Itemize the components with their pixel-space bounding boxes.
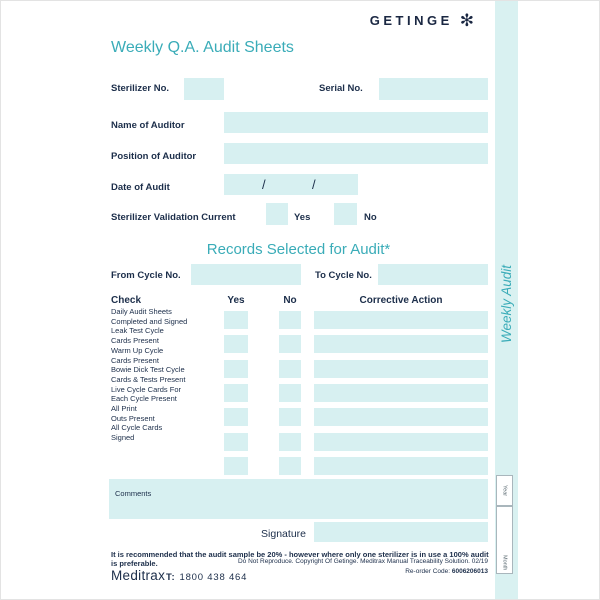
checklist-item-label: All Cycle Cards Signed	[111, 423, 163, 443]
checklist-row	[1, 360, 599, 378]
checklist-row	[1, 384, 599, 402]
yes-checkbox[interactable]	[224, 457, 248, 475]
checklist-row	[1, 457, 599, 475]
validation-yes-label: Yes	[294, 212, 311, 223]
corrective-action-input[interactable]	[314, 360, 488, 378]
sterilizer-validation-label: Sterilizer Validation Current	[111, 212, 236, 223]
no-checkbox[interactable]	[279, 335, 301, 353]
corrective-action-input[interactable]	[314, 408, 488, 426]
no-checkbox[interactable]	[279, 408, 301, 426]
meditrax-logo-text: Meditrax	[111, 568, 166, 583]
checklist-item-label: Leak Test Cycle Cards Present	[111, 326, 164, 346]
checklist-item-label: Bowie Dick Test Cycle Cards & Tests Prese…	[111, 365, 186, 384]
corrective-action-column-header: Corrective Action	[359, 295, 443, 306]
corrective-action-input[interactable]	[314, 335, 488, 353]
to-cycle-label: To Cycle No.	[315, 270, 372, 281]
validation-no-checkbox[interactable]	[334, 203, 357, 225]
yes-column-header: Yes	[227, 295, 245, 306]
month-label: Month	[501, 554, 508, 570]
checklist-row	[1, 408, 599, 426]
phone-number: 1800 438 464	[179, 572, 248, 583]
validation-yes-checkbox[interactable]	[266, 203, 288, 225]
position-of-auditor-input[interactable]	[224, 143, 488, 164]
getinge-logo-text: GETINGE	[369, 13, 453, 28]
side-strip	[495, 1, 518, 599]
date-of-audit-label: Date of Audit	[111, 182, 170, 193]
year-label: Year	[501, 484, 508, 497]
comments-label: Comments	[115, 489, 152, 498]
checklist-row	[1, 311, 599, 329]
page-title: Weekly Q.A. Audit Sheets	[111, 39, 294, 56]
yes-checkbox[interactable]	[224, 433, 248, 451]
sterilizer-no-label: Sterilizer No.	[111, 83, 170, 94]
name-of-auditor-input[interactable]	[224, 112, 488, 133]
date-separator: /	[262, 177, 266, 192]
recommendation-note: It is recommended that the audit sample …	[111, 550, 489, 568]
sterilizer-no-input[interactable]	[184, 78, 224, 100]
year-field[interactable]: Year	[496, 475, 513, 506]
no-checkbox[interactable]	[279, 433, 301, 451]
checklist-item-label: Live Cycle Cards For Each Cycle Present	[111, 384, 182, 404]
to-cycle-input[interactable]	[378, 264, 488, 285]
corrective-action-input[interactable]	[314, 457, 488, 475]
corrective-action-input[interactable]	[314, 433, 488, 451]
reorder-code: 6006206013	[451, 568, 488, 575]
from-cycle-label: From Cycle No.	[111, 270, 181, 281]
checklist-row	[1, 433, 599, 451]
records-section-title: Records Selected for Audit*	[206, 241, 391, 258]
checklist-labels: Daily Audit Sheets Completed and Signed L…	[111, 307, 223, 443]
no-checkbox[interactable]	[279, 311, 301, 329]
name-of-auditor-label: Name of Auditor	[111, 120, 185, 131]
no-column-header: No	[283, 295, 297, 306]
date-separator: /	[312, 177, 316, 192]
reorder-label: Re-order Code:	[405, 568, 452, 575]
checklist-item-label: Daily Audit Sheets Completed and Signed	[111, 307, 188, 326]
no-checkbox[interactable]	[279, 457, 301, 475]
yes-checkbox[interactable]	[224, 311, 248, 329]
yes-checkbox[interactable]	[224, 360, 248, 378]
reorder-line: Re-order Code: 6006206013	[191, 568, 488, 575]
from-cycle-input[interactable]	[191, 264, 301, 285]
no-checkbox[interactable]	[279, 384, 301, 402]
yes-checkbox[interactable]	[224, 408, 248, 426]
corrective-action-input[interactable]	[314, 384, 488, 402]
getinge-logo: GETINGE ✻	[370, 11, 474, 30]
serial-no-label: Serial No.	[319, 83, 363, 94]
no-checkbox[interactable]	[279, 360, 301, 378]
signature-label: Signature	[261, 528, 306, 540]
corrective-action-input[interactable]	[314, 311, 488, 329]
check-column-header: Check	[111, 295, 142, 306]
getinge-asterisk-icon: ✻	[459, 11, 474, 30]
date-of-audit-input[interactable]: / /	[224, 174, 358, 195]
yes-checkbox[interactable]	[224, 384, 248, 402]
checklist-item-label: All Print Outs Present	[111, 404, 155, 423]
checklist-row	[1, 335, 599, 353]
serial-no-input[interactable]	[379, 78, 488, 100]
position-of-auditor-label: Position of Auditor	[111, 151, 197, 162]
month-field[interactable]: Month	[496, 506, 513, 574]
footer-phone: T: 1800 438 464	[166, 572, 247, 583]
phone-prefix-label: T:	[166, 572, 176, 583]
signature-input[interactable]	[314, 522, 488, 542]
comments-input[interactable]: Comments	[109, 479, 488, 519]
validation-no-label: No	[364, 212, 377, 223]
yes-checkbox[interactable]	[224, 335, 248, 353]
checklist-item-label: Warm Up Cycle Cards Present	[111, 345, 164, 365]
copyright-line: Do Not Reproduce. Copyright Of Getinge. …	[237, 558, 488, 565]
